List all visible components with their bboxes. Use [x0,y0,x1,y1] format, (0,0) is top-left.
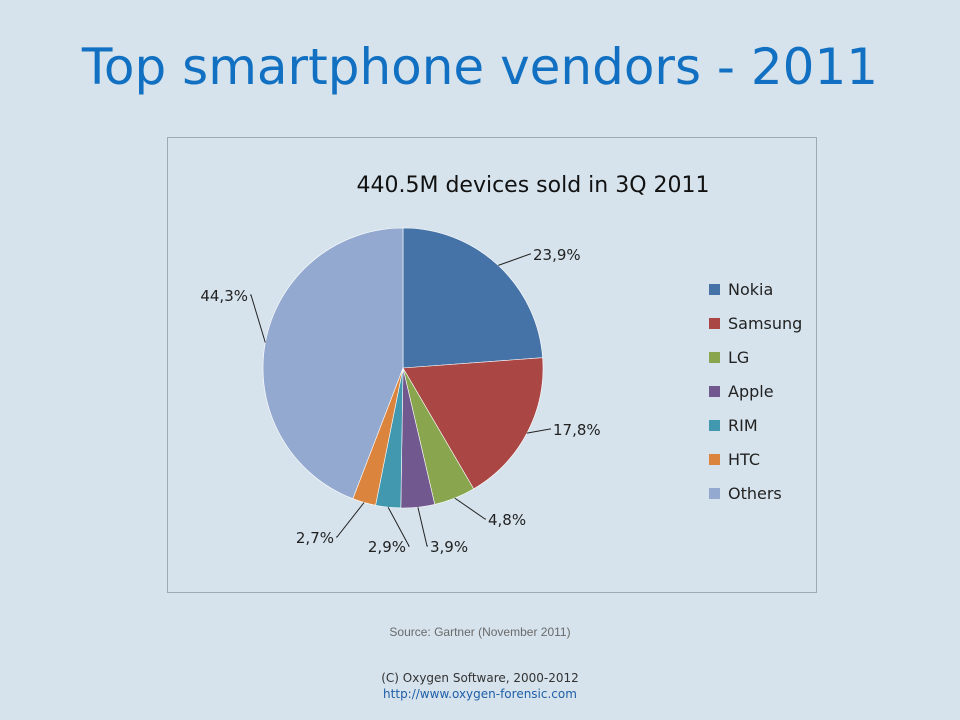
legend-label-nokia: Nokia [728,280,773,299]
legend-swatch-samsung [709,318,720,329]
pie-chart: 440.5M devices sold in 3Q 2011 23,9% 17,8%… [200,173,802,556]
leader-line-rim [387,506,410,547]
source-note: Source: Gartner (November 2011) [389,625,571,639]
data-label-nokia: 23,9% [533,246,581,264]
pie-slice-nokia [402,227,543,369]
legend-label-samsung: Samsung [728,314,802,333]
legend-swatch-htc [709,454,720,465]
leader-line-apple [417,507,428,547]
legend-label-lg: LG [728,348,749,367]
legend-swatch-others [709,488,720,499]
data-label-apple: 3,9% [430,538,468,556]
legend-label-apple: Apple [728,382,774,401]
legend-label-htc: HTC [728,450,760,469]
legend-swatch-lg [709,352,720,363]
legend-swatch-nokia [709,284,720,295]
slide-title: Top smartphone vendors - 2011 [81,38,879,96]
chart-container: 440.5M devices sold in 3Q 2011 23,9% 17,8%… [167,137,817,593]
legend-swatch-apple [709,386,720,397]
legend-label-others: Others [728,484,782,503]
footer-url[interactable]: http://www.oxygen-forensic.com [383,687,577,701]
legend-label-rim: RIM [728,416,758,435]
chart-title: 440.5M devices sold in 3Q 2011 [356,173,709,198]
data-label-samsung: 17,8% [553,421,601,439]
leader-line-others [250,294,266,343]
leader-line-lg [454,497,486,520]
data-label-others: 44,3% [200,287,248,305]
pie-slice-others [262,227,404,500]
data-label-htc: 2,7% [296,529,334,547]
legend-swatch-rim [709,420,720,431]
leader-line-samsung [526,428,551,434]
data-label-lg: 4,8% [488,511,526,529]
data-label-rim: 2,9% [368,538,406,556]
leader-line-htc [336,502,365,538]
footer-copyright: (C) Oxygen Software, 2000-2012 [381,671,579,685]
leader-line-nokia [498,253,531,266]
